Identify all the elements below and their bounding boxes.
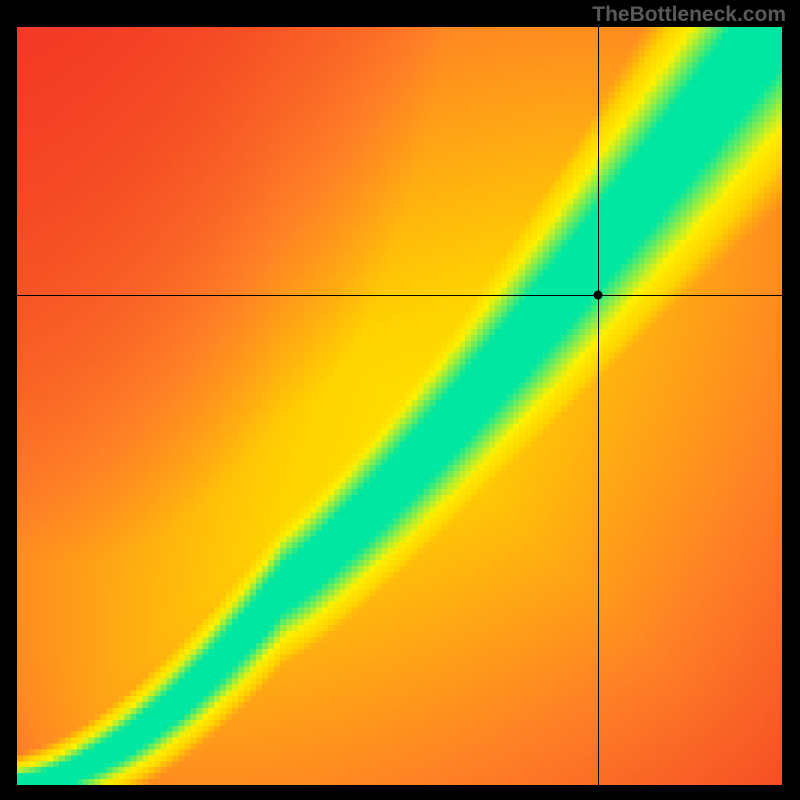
heatmap-canvas	[17, 27, 782, 785]
heatmap-plot	[17, 27, 782, 785]
crosshair-vertical	[598, 27, 599, 785]
crosshair-marker	[593, 290, 602, 299]
watermark-text: TheBottleneck.com	[592, 3, 786, 27]
chart-container: TheBottleneck.com	[0, 0, 800, 800]
crosshair-horizontal	[17, 295, 782, 296]
